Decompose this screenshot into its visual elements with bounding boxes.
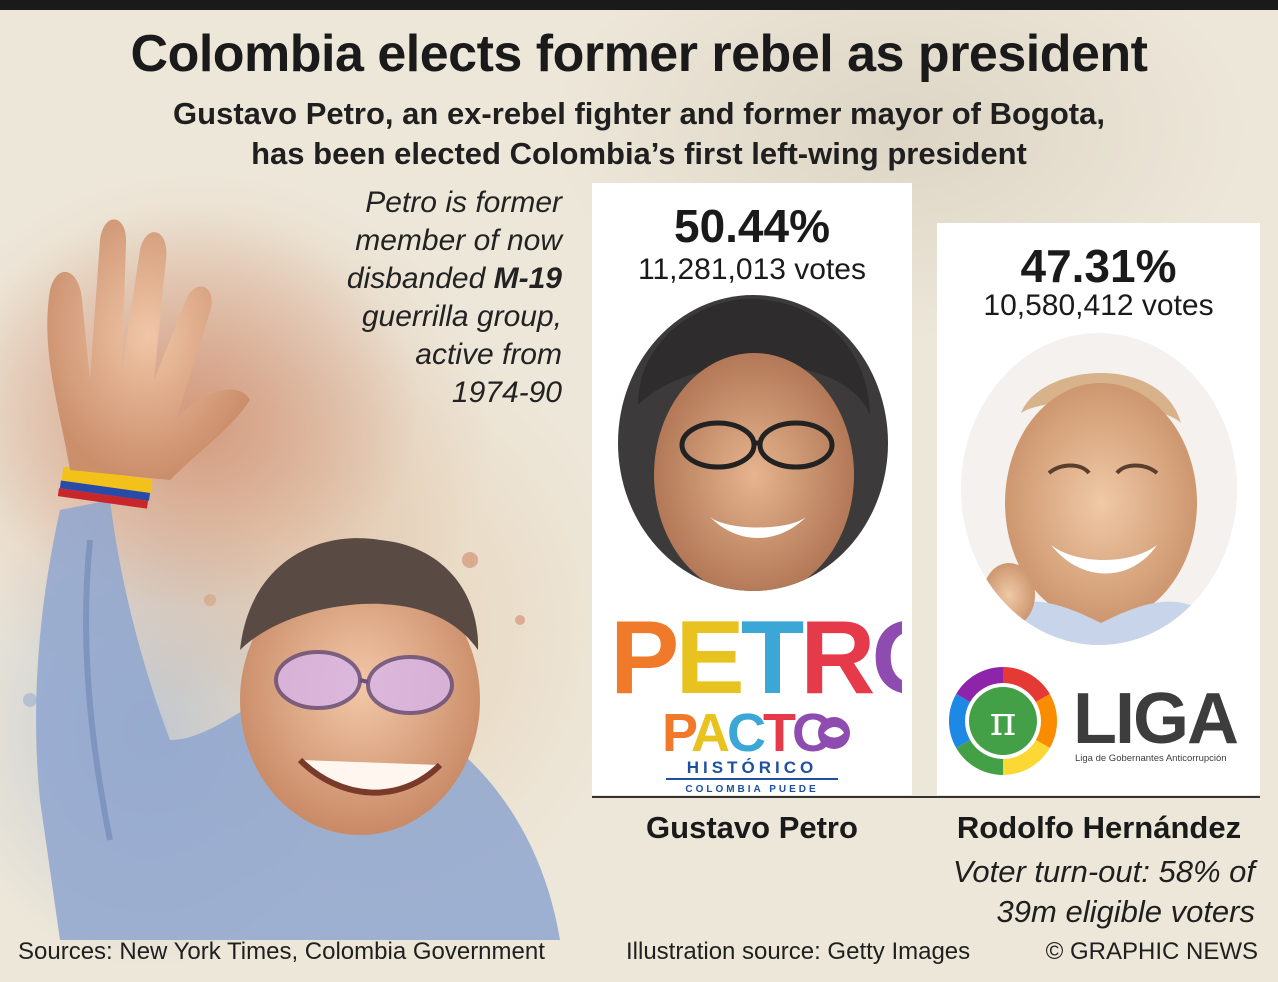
pacto-historico-logo: PETRO PACTO HISTÓRICO COLOMBIA PUEDE <box>610 600 902 793</box>
hernandez-votes-label: 10,580,412 votes <box>983 289 1214 322</box>
footer: Sources: New York Times, Colombia Govern… <box>0 934 1278 974</box>
credit-text: © GRAPHIC NEWS <box>1045 938 1258 965</box>
petro-name-label: Gustavo Petro <box>646 810 858 845</box>
subtitle-line-2: has been elected Colombia’s first left-w… <box>251 136 1027 171</box>
colombia-puede-label: COLOMBIA PUEDE <box>685 784 818 793</box>
m19-note: Petro is former member of now disbanded … <box>270 184 562 412</box>
svg-text:PETRO: PETRO <box>610 600 902 716</box>
liga-tagline: Liga de Gobernantes Anticorrupción <box>1075 753 1227 764</box>
svg-text:PACTO: PACTO <box>662 703 832 763</box>
liga-wordmark: LIGA <box>1073 679 1238 759</box>
turnout-note: Voter turn-out: 58% of 39m eligible vote… <box>880 852 1255 932</box>
note-line: guerrilla group, <box>361 300 562 333</box>
top-rule <box>0 0 1278 10</box>
illustration-source-text: Illustration source: Getty Images <box>626 938 971 965</box>
page-title: Colombia elects former rebel as presiden… <box>130 25 1148 83</box>
turnout-line: 39m eligible voters <box>996 894 1255 929</box>
sources-text: Sources: New York Times, Colombia Govern… <box>18 938 545 965</box>
note-line: active from <box>415 338 562 371</box>
petro-photo <box>618 295 888 591</box>
hernandez-photo <box>961 333 1237 645</box>
pi-symbol: π <box>990 699 1016 745</box>
hernandez-result-card: 47.31% 10,580,412 votes <box>937 223 1260 795</box>
hernandez-percent-label: 47.31% <box>1020 240 1177 292</box>
petro-waving-illustration <box>0 210 560 940</box>
note-text: disbanded <box>346 262 494 295</box>
note-line: disbanded M-19 <box>270 260 562 298</box>
turnout-line: Voter turn-out: 58% of <box>952 854 1255 889</box>
hernandez-name-label: Rodolfo Hernández <box>956 810 1242 845</box>
m19-label: M-19 <box>493 262 562 295</box>
note-line: 1974-90 <box>451 376 562 409</box>
liga-logo: π LIGA Liga de Gobernantes Anticorrupció… <box>948 667 1240 775</box>
divider-rule <box>592 796 1260 798</box>
petro-result-card: 50.44% 11,281,013 votes PETRO PACTO <box>592 183 912 795</box>
historico-label: HISTÓRICO <box>687 758 817 777</box>
note-line: Petro is former <box>365 186 562 219</box>
subtitle-line-1: Gustavo Petro, an ex-rebel fighter and f… <box>173 96 1105 131</box>
note-line: member of now <box>355 224 562 257</box>
petro-percent-label: 50.44% <box>673 200 830 252</box>
petro-votes-label: 11,281,013 votes <box>638 253 866 286</box>
